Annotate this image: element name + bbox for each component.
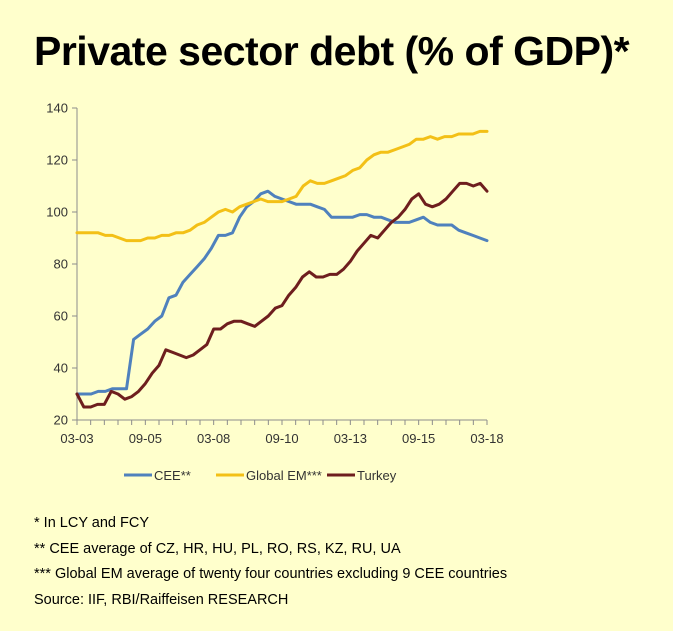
legend-label-1: Global EM*** [246,468,322,483]
x-tick-label: 09-05 [129,431,162,446]
y-tick-label: 20 [54,413,68,428]
x-tick-label: 09-15 [402,431,435,446]
x-tick-label: 09-10 [265,431,298,446]
series-line-1 [75,129,489,243]
series-line-0 [75,189,489,396]
footnote-source: Source: IIF, RBI/Raiffeisen RESEARCH [34,591,289,608]
x-axis: 03-03 09-05 03-08 09-10 03-13 09-15 03-18 [60,419,504,446]
y-tick-label: 140 [46,101,68,116]
y-tick-label: 60 [54,309,68,324]
legend-label-2: Turkey [357,468,397,483]
x-tick-label: 03-08 [197,431,230,446]
series-lines [75,129,489,409]
x-tick-label: 03-13 [334,431,367,446]
footnote-global-em: *** Global EM average of twenty four cou… [34,566,508,582]
y-tick-label: 120 [46,153,68,168]
legend-label-0: CEE** [154,468,191,483]
y-tick-label: 80 [54,257,68,272]
y-tick-label: 40 [54,361,68,376]
series-line-2 [75,181,489,409]
y-axis: 20 40 60 80 100 120 140 [46,101,78,428]
x-tick-label: 03-18 [470,431,503,446]
y-tick-label: 100 [46,205,68,220]
x-tick-label: 03-03 [60,431,93,446]
chart-title: Private sector debt (% of GDP)* [34,28,630,74]
footnote-cee: ** CEE average of CZ, HR, HU, PL, RO, RS… [34,540,401,557]
footnote-currency: * In LCY and FCY [34,515,149,531]
footnotes: * In LCY and FCY ** CEE average of CZ, H… [34,511,507,613]
legend: CEE** Global EM*** Turkey [124,468,397,483]
